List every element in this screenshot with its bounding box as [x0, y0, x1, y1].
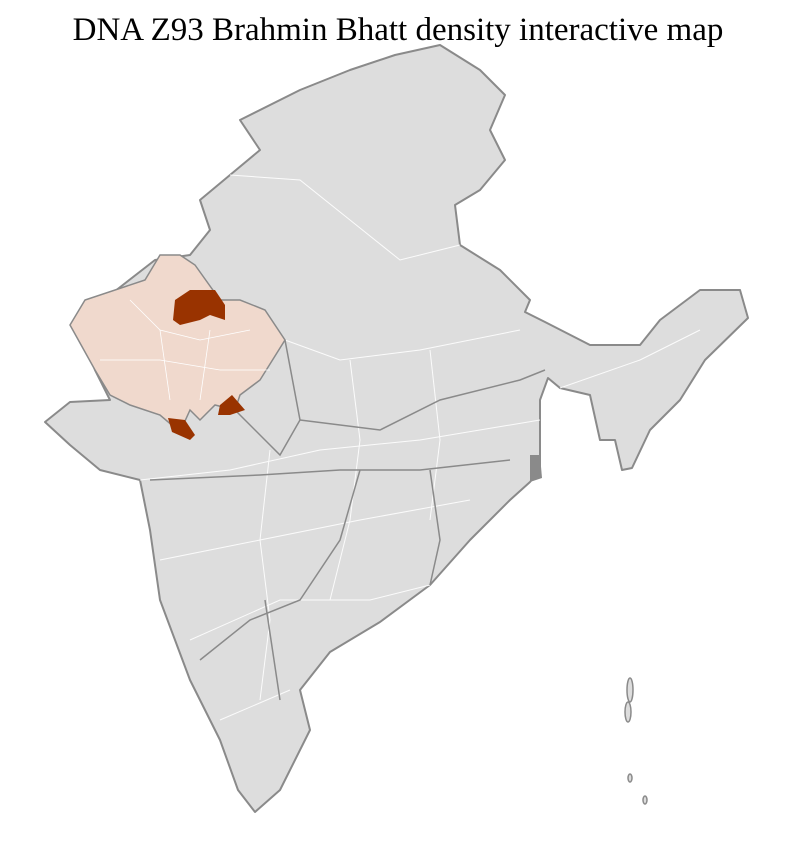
sundarbans-delta: [530, 455, 542, 482]
district-lines: [139, 174, 701, 721]
region-high-north[interactable]: [173, 290, 225, 325]
region-rajasthan[interactable]: [69, 254, 286, 434]
region-high-south-east[interactable]: [218, 395, 245, 415]
rajasthan-district-lines: [100, 299, 270, 401]
state-borders: [149, 339, 546, 701]
india-landmass[interactable]: [44, 44, 749, 813]
andaman-islands[interactable]: [624, 677, 648, 805]
region-high-south-west[interactable]: [168, 418, 195, 440]
map-title: DNA Z93 Brahmin Bhatt density interactiv…: [72, 12, 724, 48]
